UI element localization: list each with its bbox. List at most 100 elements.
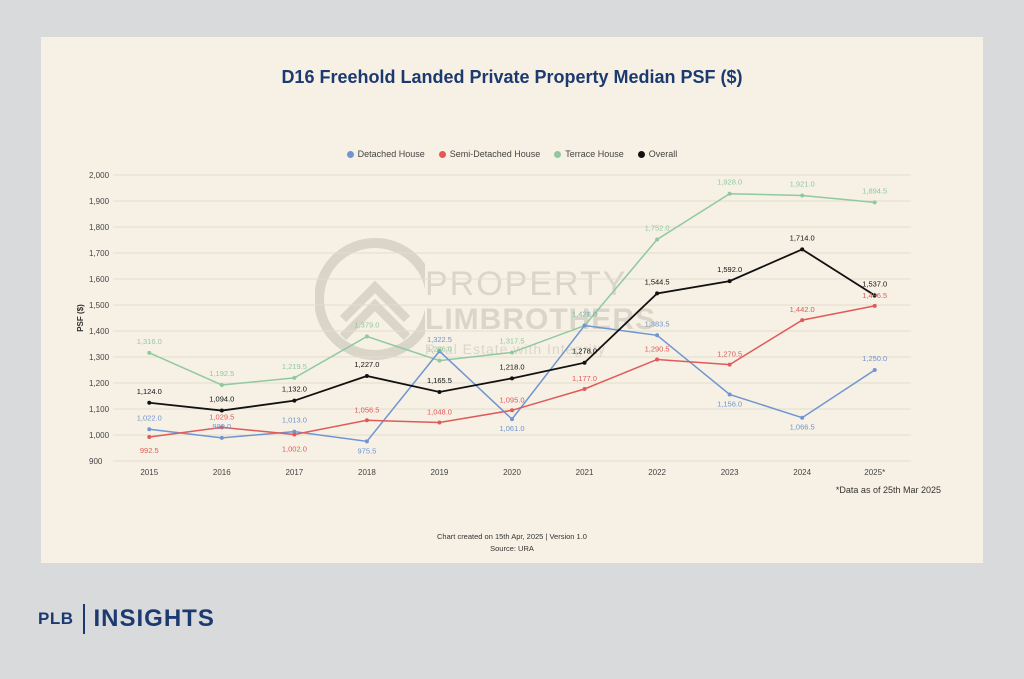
data-point (655, 237, 660, 242)
legend-item-detached[interactable]: Detached House (346, 149, 425, 159)
data-point (655, 291, 660, 296)
data-label: 1,278.0 (572, 347, 597, 356)
y-tick-label: 1,600 (89, 275, 110, 284)
data-label: 1,177.0 (572, 374, 597, 383)
data-point (582, 360, 587, 365)
data-label: 1,094.0 (209, 395, 234, 404)
data-label: 1,124.0 (137, 387, 162, 396)
data-point (727, 191, 732, 196)
legend-item-terrace[interactable]: Terrace House (554, 149, 624, 159)
data-point (582, 386, 587, 391)
data-point (292, 429, 297, 434)
y-tick-label: 1,500 (89, 301, 110, 310)
brand-logo: PLB INSIGHTS (38, 604, 215, 634)
data-label: 1,537.0 (862, 279, 887, 288)
data-label: 1,317.5 (499, 336, 524, 345)
y-tick-label: 1,900 (89, 197, 110, 206)
data-label: 1,286.0 (427, 345, 452, 354)
data-point (800, 318, 805, 323)
data-label: 989.0 (212, 422, 231, 431)
data-label: 1,002.0 (282, 444, 307, 453)
y-tick-label: 2,000 (89, 171, 110, 180)
legend-label-semi-detached: Semi-Detached House (449, 149, 541, 159)
data-point (437, 389, 442, 394)
chart-footer: Chart created on 15th Apr, 2025 | Versio… (41, 531, 983, 555)
legend: Detached House Semi-Detached House Terra… (41, 149, 983, 159)
y-tick-label: 1,800 (89, 223, 110, 232)
watermark-line1: PROPERTY (425, 265, 628, 303)
x-tick-label: 2021 (576, 468, 594, 477)
series-line-overall (149, 248, 876, 412)
data-label: 1,048.0 (427, 408, 452, 417)
data-point (510, 417, 514, 422)
y-tick-label: 1,000 (89, 431, 110, 440)
data-label: 1,894.5 (862, 186, 887, 195)
data-point (147, 350, 152, 355)
data-point (437, 358, 442, 363)
data-label: 1,928.0 (717, 178, 742, 187)
data-point (727, 362, 732, 367)
data-label: 992.5 (140, 446, 159, 455)
data-label: 1,061.0 (499, 424, 524, 433)
y-tick-label: 1,100 (89, 405, 110, 414)
data-label: 1,921.0 (790, 180, 815, 189)
footer-created: Chart created on 15th Apr, 2025 | Versio… (437, 532, 587, 541)
data-point (364, 439, 369, 444)
data-point (800, 247, 805, 252)
data-label: 1,290.5 (645, 344, 670, 353)
y-axis-label: PSF ($) (76, 304, 85, 332)
data-label: 1,029.5 (209, 412, 234, 421)
brand-divider (82, 604, 85, 634)
data-annotation: *Data as of 25th Mar 2025 (835, 485, 941, 495)
chart-card: PROPERTY LIMBROTHERS Real Estate with In… (41, 37, 983, 563)
x-tick-label: 2020 (503, 468, 521, 477)
data-point (655, 357, 660, 362)
data-point (872, 303, 877, 308)
data-point (582, 323, 587, 328)
data-label: 1,752.0 (645, 223, 670, 232)
watermark: PROPERTY LIMBROTHERS Real Estate with In… (314, 237, 655, 372)
data-label: 1,066.5 (790, 423, 815, 432)
line-chart: 900 1,000 1,100 1,200 1,300 1,400 1,500 1,600 1,… (76, 171, 911, 477)
data-point (655, 333, 660, 338)
y-tick-label: 900 (89, 457, 103, 466)
brand-insights: INSIGHTS (93, 605, 215, 632)
data-point (510, 408, 514, 413)
legend-dot-overall-icon (637, 150, 645, 158)
data-label: 1,379.0 (354, 320, 379, 329)
data-point (147, 427, 152, 432)
data-label: 975.5 (358, 446, 377, 455)
data-point (292, 375, 297, 380)
data-label: 1,218.0 (499, 362, 524, 371)
data-point (219, 425, 224, 430)
data-point (727, 392, 732, 397)
data-label: 1,544.5 (645, 277, 670, 286)
data-label: 1,592.0 (717, 265, 742, 274)
data-point (437, 420, 442, 425)
data-point (364, 418, 369, 423)
data-point (872, 293, 877, 298)
x-tick-label: 2023 (721, 468, 739, 477)
data-label: 1,219.5 (282, 362, 307, 371)
data-label: 1,496.5 (862, 291, 887, 300)
data-label: 1,165.5 (427, 376, 452, 385)
legend-label-detached: Detached House (357, 149, 425, 159)
x-tick-label: 2024 (793, 468, 811, 477)
data-point (872, 200, 877, 205)
legend-dot-semi-detached-icon (438, 150, 446, 158)
data-label: 1,421.0 (572, 310, 597, 319)
data-point (872, 368, 877, 372)
x-tick-label: 2017 (285, 468, 303, 477)
legend-item-overall[interactable]: Overall (637, 149, 677, 159)
legend-item-semi-detached[interactable]: Semi-Detached House (438, 149, 541, 159)
data-label: 1,022.0 (137, 413, 162, 422)
footer-source: Source: URA (490, 544, 534, 553)
legend-dot-terrace-icon (554, 150, 562, 158)
x-tick-label: 2022 (648, 468, 666, 477)
data-point (510, 350, 514, 355)
data-label: 1,227.0 (354, 360, 379, 369)
data-label: 1,322.5 (427, 335, 452, 344)
y-tick-label: 1,300 (89, 353, 110, 362)
data-label: 1,442.0 (790, 305, 815, 314)
data-label: 1,013.0 (282, 416, 307, 425)
